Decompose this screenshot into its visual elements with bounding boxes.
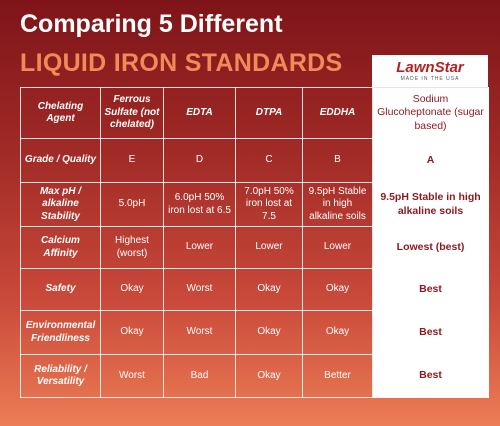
table-cell: Okay	[235, 354, 303, 398]
table-row: Calcium Affinity Highest (worst) Lower Lowe…	[20, 226, 489, 269]
table-cell: Okay	[100, 268, 164, 311]
table-cell: A	[372, 138, 489, 183]
table-cell: 6.0pH 50% iron lost at 6.5	[163, 182, 236, 227]
row-label: Safety	[20, 268, 101, 311]
table-cell: Highest (worst)	[100, 226, 164, 269]
column-header: Chelating Agent	[20, 87, 101, 139]
table-cell: Worst	[163, 268, 236, 311]
table-cell: Better	[302, 354, 373, 398]
table-cell: Okay	[235, 310, 303, 355]
table-cell: Lower	[163, 226, 236, 269]
column-header: EDTA	[163, 87, 236, 139]
row-label: Max pH / alkaline Stability	[20, 182, 101, 227]
table-cell: 9.5pH Stable in high alkaline soils	[372, 182, 489, 227]
table-row: Grade / Quality E D C B A	[20, 138, 489, 183]
table-cell: Okay	[100, 310, 164, 355]
title-line-2: LIQUID IRON STANDARDS	[20, 49, 343, 77]
comparison-table: Chelating Agent Ferrous Sulfate (not chel…	[20, 87, 489, 398]
table-cell: Lowest (best)	[372, 226, 489, 269]
table-cell: D	[163, 138, 236, 183]
table-cell: 9.5pH Stable in high alkaline soils	[302, 182, 373, 227]
column-header: Ferrous Sulfate (not chelated)	[100, 87, 164, 139]
logo-brand: LawnStar	[396, 59, 464, 76]
table-cell: Okay	[235, 268, 303, 311]
table-cell: Worst	[100, 354, 164, 398]
table-row: Environmental Friendliness Okay Worst Okay O…	[20, 310, 489, 355]
table-cell: Bad	[163, 354, 236, 398]
table-cell: 7.0pH 50% iron lost at 7.5	[235, 182, 303, 227]
table-row: Max pH / alkaline Stability 5.0pH 6.0pH 50…	[20, 182, 489, 227]
table-cell: C	[235, 138, 303, 183]
table-cell: E	[100, 138, 164, 183]
header-row: Chelating Agent Ferrous Sulfate (not chel…	[20, 87, 489, 139]
table-cell: Okay	[302, 268, 373, 311]
logo-tagline: MADE IN THE USA	[400, 76, 460, 82]
table-cell: B	[302, 138, 373, 183]
row-label: Reliability / Versatility	[20, 354, 101, 398]
table-row: Reliability / Versatility Worst Bad Okay Bet…	[20, 354, 489, 398]
table-cell: Lower	[302, 226, 373, 269]
row-label: Environmental Friendliness	[20, 310, 101, 355]
table-cell: Lower	[235, 226, 303, 269]
row-label: Calcium Affinity	[20, 226, 101, 269]
table-cell: 5.0pH	[100, 182, 164, 227]
table-cell: Best	[372, 310, 489, 355]
column-header: DTPA	[235, 87, 303, 139]
table-cell: Worst	[163, 310, 236, 355]
table-cell: Best	[372, 268, 489, 311]
table-row: Safety Okay Worst Okay Okay Best	[20, 268, 489, 311]
title-line-1: Comparing 5 Different	[20, 10, 283, 38]
table-cell: Okay	[302, 310, 373, 355]
table-cell: Best	[372, 354, 489, 398]
column-header: EDDHA	[302, 87, 373, 139]
column-header: Sodium Glucoheptonate (sugar based)	[372, 87, 489, 139]
logo: LawnStar MADE IN THE USA	[372, 55, 488, 87]
row-label: Grade / Quality	[20, 138, 101, 183]
